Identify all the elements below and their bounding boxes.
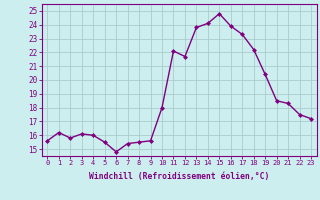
X-axis label: Windchill (Refroidissement éolien,°C): Windchill (Refroidissement éolien,°C) — [89, 172, 269, 181]
